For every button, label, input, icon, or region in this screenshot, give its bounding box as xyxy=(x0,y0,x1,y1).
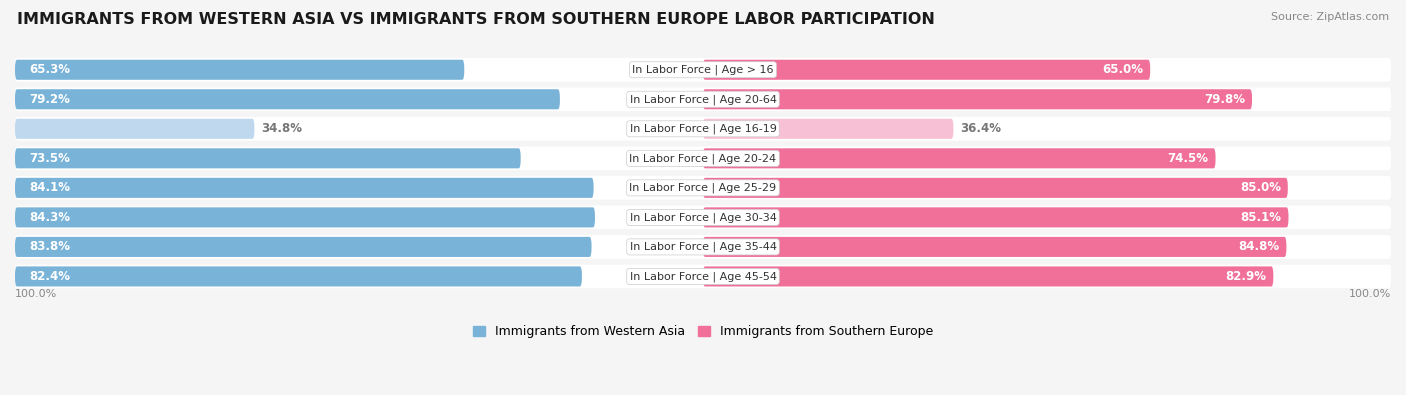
Text: 84.8%: 84.8% xyxy=(1239,241,1279,254)
FancyBboxPatch shape xyxy=(15,176,1391,199)
FancyBboxPatch shape xyxy=(15,60,464,80)
Text: In Labor Force | Age 20-64: In Labor Force | Age 20-64 xyxy=(630,94,776,105)
FancyBboxPatch shape xyxy=(703,178,1288,198)
Text: 84.3%: 84.3% xyxy=(28,211,70,224)
FancyBboxPatch shape xyxy=(15,117,1391,141)
Text: 73.5%: 73.5% xyxy=(28,152,70,165)
FancyBboxPatch shape xyxy=(15,87,1391,111)
Text: 82.9%: 82.9% xyxy=(1226,270,1267,283)
Text: 100.0%: 100.0% xyxy=(1348,289,1391,299)
FancyBboxPatch shape xyxy=(15,178,593,198)
Text: 79.2%: 79.2% xyxy=(28,93,70,106)
FancyBboxPatch shape xyxy=(15,265,1391,288)
Text: 36.4%: 36.4% xyxy=(960,122,1001,135)
FancyBboxPatch shape xyxy=(15,58,1391,81)
Text: In Labor Force | Age 20-24: In Labor Force | Age 20-24 xyxy=(630,153,776,164)
FancyBboxPatch shape xyxy=(15,235,1391,259)
FancyBboxPatch shape xyxy=(15,147,1391,170)
FancyBboxPatch shape xyxy=(703,89,1251,109)
Text: 82.4%: 82.4% xyxy=(28,270,70,283)
Legend: Immigrants from Western Asia, Immigrants from Southern Europe: Immigrants from Western Asia, Immigrants… xyxy=(468,320,938,343)
Text: 79.8%: 79.8% xyxy=(1204,93,1246,106)
Text: In Labor Force | Age > 16: In Labor Force | Age > 16 xyxy=(633,64,773,75)
FancyBboxPatch shape xyxy=(15,119,254,139)
FancyBboxPatch shape xyxy=(703,119,953,139)
FancyBboxPatch shape xyxy=(15,207,595,228)
Text: Source: ZipAtlas.com: Source: ZipAtlas.com xyxy=(1271,12,1389,22)
Text: 65.3%: 65.3% xyxy=(28,63,70,76)
Text: 65.0%: 65.0% xyxy=(1102,63,1143,76)
Text: In Labor Force | Age 45-54: In Labor Force | Age 45-54 xyxy=(630,271,776,282)
Text: In Labor Force | Age 35-44: In Labor Force | Age 35-44 xyxy=(630,242,776,252)
FancyBboxPatch shape xyxy=(703,237,1286,257)
FancyBboxPatch shape xyxy=(703,148,1216,168)
Text: 85.1%: 85.1% xyxy=(1240,211,1282,224)
Text: 74.5%: 74.5% xyxy=(1167,152,1209,165)
Text: In Labor Force | Age 30-34: In Labor Force | Age 30-34 xyxy=(630,212,776,223)
FancyBboxPatch shape xyxy=(703,266,1274,286)
Text: 100.0%: 100.0% xyxy=(15,289,58,299)
Text: In Labor Force | Age 16-19: In Labor Force | Age 16-19 xyxy=(630,124,776,134)
Text: 83.8%: 83.8% xyxy=(28,241,70,254)
Text: IMMIGRANTS FROM WESTERN ASIA VS IMMIGRANTS FROM SOUTHERN EUROPE LABOR PARTICIPAT: IMMIGRANTS FROM WESTERN ASIA VS IMMIGRAN… xyxy=(17,12,935,27)
Text: 84.1%: 84.1% xyxy=(28,181,70,194)
FancyBboxPatch shape xyxy=(15,237,592,257)
FancyBboxPatch shape xyxy=(703,60,1150,80)
FancyBboxPatch shape xyxy=(15,205,1391,229)
Text: 34.8%: 34.8% xyxy=(262,122,302,135)
FancyBboxPatch shape xyxy=(703,207,1288,228)
Text: 85.0%: 85.0% xyxy=(1240,181,1281,194)
FancyBboxPatch shape xyxy=(15,89,560,109)
FancyBboxPatch shape xyxy=(15,148,520,168)
Text: In Labor Force | Age 25-29: In Labor Force | Age 25-29 xyxy=(630,182,776,193)
FancyBboxPatch shape xyxy=(15,266,582,286)
